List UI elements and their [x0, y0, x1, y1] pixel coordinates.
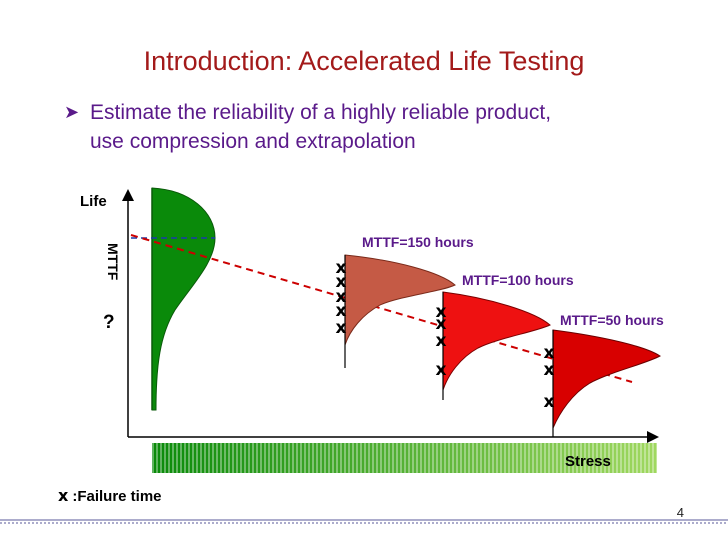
failure-mark: x: [436, 302, 447, 322]
failure-mark: x: [336, 301, 347, 321]
bullet-line-1: Estimate the reliability of a highly rel…: [90, 101, 552, 124]
failure-mark: x: [336, 318, 347, 338]
use-level-distribution: [151, 187, 216, 411]
failure-mark: x: [336, 272, 347, 292]
mttf-label-3: MTTF=50 hours: [560, 312, 664, 328]
mttf-label-2: MTTF=100 hours: [462, 272, 574, 288]
failure-mark: x: [436, 360, 447, 380]
failure-mark: x: [436, 331, 447, 351]
x-axis-label: Stress: [565, 453, 611, 470]
failure-legend-text: :Failure time: [72, 488, 162, 505]
failure-mark: x: [436, 314, 447, 334]
y-axis-label: Life: [80, 193, 107, 210]
extrapolation-line: [130, 234, 633, 383]
page-number: 4: [676, 505, 684, 520]
stress-level-1-distribution: [344, 254, 456, 346]
bullet-point: ➤ Estimate the reliability of a highly r…: [64, 98, 704, 156]
failure-symbol: x: [58, 486, 69, 505]
slide-title: Introduction: Accelerated Life Testing: [143, 46, 585, 76]
failure-mark: x: [336, 287, 347, 307]
failure-legend: x:Failure time: [58, 486, 162, 505]
failure-mark: x: [544, 392, 555, 412]
bullet-line-2: use compression and extrapolation: [90, 130, 416, 153]
mttf-axis-label: MTTF: [105, 243, 121, 281]
stress-level-2-distribution: [442, 291, 551, 391]
arrow-bullet-icon: ➤: [64, 102, 80, 122]
failure-mark: x: [544, 343, 555, 363]
failure-mark: x: [544, 360, 555, 380]
mttf-label-1: MTTF=150 hours: [362, 234, 474, 250]
stress-level-3-distribution: [552, 329, 661, 429]
unknown-mttf-mark: ?: [103, 312, 115, 333]
stress-bar-stripes: [152, 443, 657, 473]
failure-mark: x: [336, 258, 347, 278]
